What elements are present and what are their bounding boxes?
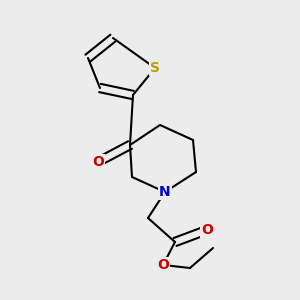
Text: O: O [201, 223, 213, 237]
Text: S: S [150, 61, 160, 75]
Text: O: O [92, 155, 104, 169]
Text: N: N [159, 185, 171, 199]
Text: O: O [157, 258, 169, 272]
